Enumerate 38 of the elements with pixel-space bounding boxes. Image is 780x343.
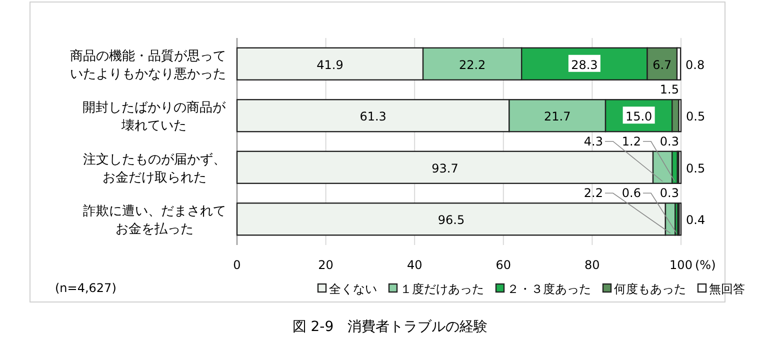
x-tick-label: 0 xyxy=(233,258,241,272)
legend-label: 全くない xyxy=(329,282,377,296)
data-label: 1.5 xyxy=(660,82,679,97)
text: 図 2-9 消費者トラブルの経験 xyxy=(292,319,488,335)
data-label: 0.4 xyxy=(686,213,706,228)
data-label: 28.3 xyxy=(571,58,598,72)
data-label: 0.5 xyxy=(686,161,706,176)
data-label: 21.7 xyxy=(544,110,571,124)
x-tick-label: 40 xyxy=(406,258,422,272)
x-tick-label: 80 xyxy=(584,258,600,272)
legend-label: ２・３度あった xyxy=(507,282,591,296)
legend-label: １度だけあった xyxy=(400,282,484,296)
data-label: 0.3 xyxy=(660,134,679,148)
x-tick-label: 100 xyxy=(670,258,692,272)
y-tick-label: 詐欺に遭い、だまされてお金を払った xyxy=(83,204,226,238)
data-label: 41.9 xyxy=(316,58,344,72)
x-tick-label: 60 xyxy=(496,258,512,272)
legend-label: 無回答 xyxy=(709,282,745,296)
y-tick-label: 注文したものが届かず、お金だけ取られた xyxy=(83,152,226,186)
text: (n=4,627) xyxy=(55,281,116,295)
y-tick-label: 商品の機能・品質が思っていたよりもかなり悪かった xyxy=(70,48,226,82)
data-label: 6.7 xyxy=(652,58,672,72)
y-tick-label: 開封したばかりの商品が壊れていた xyxy=(82,100,226,134)
data-label: 93.7 xyxy=(432,161,458,176)
data-label: 2.2 xyxy=(584,186,603,200)
data-label: 0.8 xyxy=(686,58,705,72)
data-label: 61.3 xyxy=(360,110,386,124)
data-label: 4.3 xyxy=(584,134,603,148)
data-label: 1.2 xyxy=(622,134,641,148)
legend-label: 何度もあった xyxy=(614,282,686,296)
data-label: 96.5 xyxy=(438,213,465,228)
data-label: 0.6 xyxy=(622,186,641,200)
data-label: 0.5 xyxy=(686,110,706,124)
data-label: 22.2 xyxy=(458,58,486,72)
x-axis-title: (%) xyxy=(695,258,716,272)
data-label: 0.3 xyxy=(660,186,679,200)
x-tick-label: 20 xyxy=(318,258,334,272)
data-label: 15.0 xyxy=(625,110,652,124)
